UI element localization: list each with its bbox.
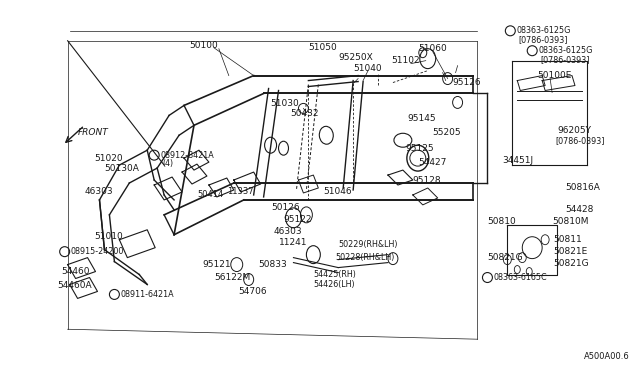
Text: 50228(RH&LH): 50228(RH&LH) — [335, 253, 395, 262]
Text: 11337: 11337 — [227, 187, 253, 196]
Text: 96205Y: 96205Y — [557, 126, 591, 135]
Text: A500A00.6: A500A00.6 — [584, 352, 630, 360]
Text: 46303: 46303 — [84, 187, 113, 196]
Text: 51050: 51050 — [308, 43, 337, 52]
Text: 08911-6421A: 08911-6421A — [120, 290, 174, 299]
Text: 51040: 51040 — [353, 64, 382, 73]
Text: 95121: 95121 — [202, 260, 230, 269]
Text: [0786-0393]: [0786-0393] — [555, 136, 605, 145]
Text: 51020: 51020 — [95, 154, 123, 163]
Text: 50816A: 50816A — [565, 183, 600, 192]
Text: 08912-8421A: 08912-8421A — [160, 151, 214, 160]
Text: 46303: 46303 — [273, 227, 302, 236]
Text: 51046: 51046 — [323, 187, 352, 196]
Text: 56122M: 56122M — [214, 273, 250, 282]
Text: 11241: 11241 — [278, 238, 307, 247]
Text: 54428: 54428 — [565, 205, 593, 214]
Text: 54460A: 54460A — [58, 281, 92, 290]
Text: 51010: 51010 — [95, 232, 124, 241]
Text: (4): (4) — [162, 158, 173, 168]
Text: 54427: 54427 — [418, 158, 446, 167]
Text: 95128: 95128 — [413, 176, 442, 185]
Text: [0786-0393]: [0786-0393] — [518, 35, 568, 44]
Text: 50821G: 50821G — [488, 253, 523, 262]
Text: 51060: 51060 — [418, 44, 447, 53]
Text: [0786-0393]: [0786-0393] — [540, 55, 589, 64]
Text: FRONT: FRONT — [77, 128, 108, 137]
Text: 08915-24200: 08915-24200 — [70, 247, 124, 256]
Text: 95126: 95126 — [452, 78, 481, 87]
Text: 50414: 50414 — [197, 190, 223, 199]
Text: 50811: 50811 — [553, 235, 582, 244]
Text: 55205: 55205 — [433, 128, 461, 137]
Text: 34451J: 34451J — [502, 155, 534, 165]
Text: 50810M: 50810M — [552, 217, 589, 226]
Text: 54425(RH): 54425(RH) — [314, 270, 356, 279]
Text: 50229(RH&LH): 50229(RH&LH) — [338, 240, 397, 249]
Text: 51030: 51030 — [271, 99, 300, 108]
Text: 08363-6125G: 08363-6125G — [538, 46, 593, 55]
Text: 08363-6125G: 08363-6125G — [516, 26, 571, 35]
Text: 50100: 50100 — [189, 41, 218, 50]
Text: 50130A: 50130A — [104, 164, 140, 173]
Text: 50100E: 50100E — [537, 71, 572, 80]
Text: 50432: 50432 — [291, 109, 319, 118]
Text: 50833: 50833 — [259, 260, 287, 269]
Text: 54706: 54706 — [239, 287, 268, 296]
Text: 50126: 50126 — [271, 203, 300, 212]
Text: 51102: 51102 — [391, 56, 420, 65]
Text: 95125: 95125 — [406, 144, 435, 153]
Text: 50821G: 50821G — [553, 259, 589, 268]
Text: 08363-6165C: 08363-6165C — [493, 273, 547, 282]
Text: 50821E: 50821E — [553, 247, 588, 256]
Text: 95122: 95122 — [284, 215, 312, 224]
Text: 95145: 95145 — [408, 114, 436, 123]
Text: 50810: 50810 — [488, 217, 516, 226]
Text: 95250X: 95250X — [338, 53, 373, 62]
Text: 54426(LH): 54426(LH) — [314, 280, 355, 289]
Text: 54460: 54460 — [61, 267, 90, 276]
